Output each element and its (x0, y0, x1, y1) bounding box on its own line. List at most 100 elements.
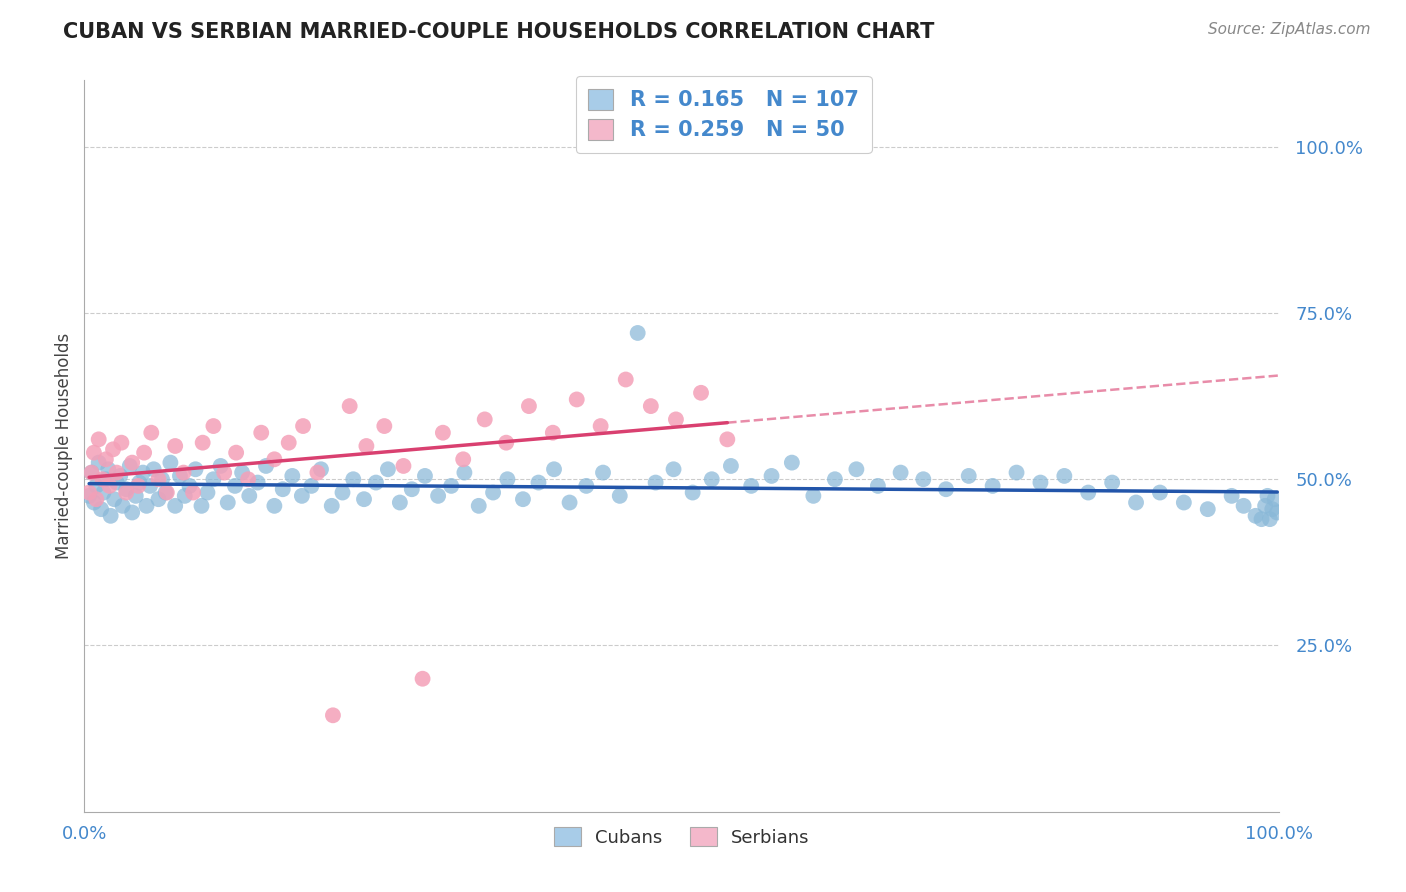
Point (83, 495, 105, 509)
Point (321, 499, 343, 513)
Point (1101, 475, 1123, 490)
Point (77, 489, 100, 503)
Point (780, 456, 803, 470)
Point (474, 412, 496, 426)
Point (543, 462, 565, 476)
Y-axis label: Married-couple Households: Married-couple Households (55, 333, 73, 559)
Point (142, 462, 165, 476)
Point (1233, 499, 1256, 513)
Point (148, 492, 170, 507)
Point (115, 485, 138, 500)
Point (100, 508, 122, 523)
Point (103, 492, 125, 507)
Point (1077, 485, 1099, 500)
Point (179, 479, 201, 493)
Point (111, 499, 134, 513)
Point (190, 499, 212, 513)
Point (644, 475, 666, 490)
Point (690, 385, 713, 400)
Point (720, 458, 742, 473)
Point (173, 466, 195, 480)
Point (495, 435, 517, 450)
Point (110, 435, 132, 450)
Point (1254, 499, 1277, 513)
Text: CUBAN VS SERBIAN MARRIED-COUPLE HOUSEHOLDS CORRELATION CHART: CUBAN VS SERBIAN MARRIED-COUPLE HOUSEHOL… (63, 22, 935, 42)
Point (427, 489, 450, 503)
Point (1005, 466, 1028, 480)
Point (301, 479, 323, 493)
Point (281, 469, 304, 483)
Point (912, 472, 935, 486)
Point (181, 485, 204, 500)
Point (93, 485, 115, 500)
Text: Source: ZipAtlas.com: Source: ZipAtlas.com (1208, 22, 1371, 37)
Point (845, 462, 868, 476)
Point (165, 499, 187, 513)
Point (1173, 495, 1195, 509)
Point (700, 472, 723, 486)
Point (225, 445, 247, 459)
Point (392, 458, 415, 473)
Point (589, 419, 612, 434)
Point (217, 495, 239, 509)
Point (91, 472, 114, 486)
Point (627, 326, 650, 340)
Point (558, 495, 581, 509)
Point (527, 475, 550, 490)
Point (565, 392, 588, 407)
Point (512, 492, 534, 507)
Point (1250, 512, 1272, 526)
Point (866, 479, 889, 493)
Point (277, 435, 299, 450)
Point (212, 466, 235, 480)
Point (609, 489, 631, 503)
Point (191, 435, 214, 450)
Point (803, 489, 825, 503)
Point (373, 419, 395, 434)
Point (517, 399, 540, 413)
Point (197, 485, 219, 500)
Point (271, 482, 294, 496)
Point (957, 469, 980, 483)
Point (981, 479, 1004, 493)
Point (86, 479, 108, 493)
Point (115, 482, 138, 496)
Point (356, 439, 378, 453)
Point (307, 466, 329, 480)
Point (1257, 489, 1279, 503)
Point (94, 472, 117, 486)
Point (640, 399, 662, 413)
Point (496, 472, 519, 486)
Point (238, 489, 260, 503)
Point (254, 458, 277, 473)
Point (890, 466, 912, 480)
Point (150, 472, 173, 486)
Point (388, 495, 411, 509)
Point (148, 472, 170, 486)
Point (482, 485, 505, 500)
Point (575, 479, 598, 493)
Point (377, 462, 399, 476)
Point (80, 466, 103, 480)
Point (364, 475, 387, 490)
Point (332, 485, 354, 500)
Point (135, 499, 157, 513)
Point (263, 452, 285, 467)
Point (413, 469, 436, 483)
Point (101, 442, 124, 457)
Point (453, 466, 475, 480)
Point (614, 372, 637, 386)
Point (665, 412, 688, 426)
Point (592, 466, 614, 480)
Point (121, 506, 143, 520)
Point (202, 472, 225, 486)
Point (105, 466, 128, 480)
Point (94, 452, 117, 467)
Point (1149, 485, 1171, 500)
Point (1053, 469, 1076, 483)
Point (541, 425, 564, 440)
Point (339, 399, 361, 413)
Point (139, 479, 162, 493)
Point (432, 425, 454, 440)
Point (184, 462, 207, 476)
